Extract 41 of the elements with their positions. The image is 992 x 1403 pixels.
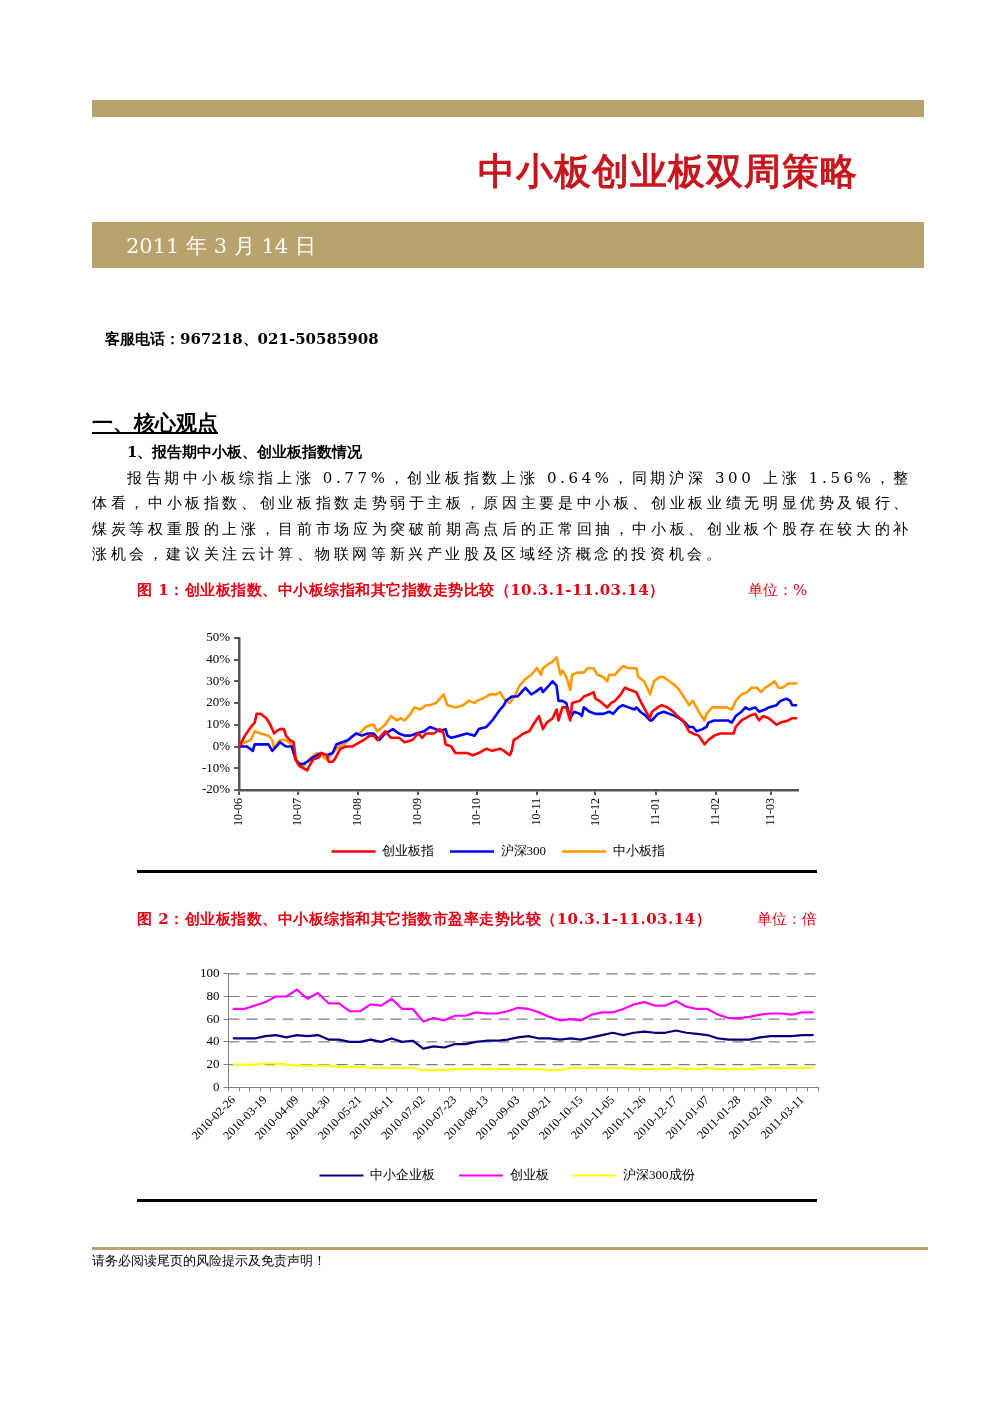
- legend-label: 创业板指: [382, 842, 434, 858]
- text: 客服电话：967218、021-50585908: [105, 330, 379, 349]
- x-tick-label: 10-12: [587, 798, 602, 826]
- y-tick-label: 60: [206, 1010, 220, 1026]
- y-tick-label: 80: [206, 987, 220, 1003]
- y-tick-label: 40%: [206, 650, 231, 666]
- x-tick-label: 10-11: [529, 798, 544, 826]
- x-tick-label: 11-01: [648, 798, 663, 826]
- x-tick-label: 10-08: [350, 798, 365, 826]
- text: 中小板创业板双周策略: [478, 148, 858, 195]
- text: 请务必阅读尾页的风险提示及免责声明！: [92, 1252, 326, 1270]
- chart-title: 图 1：创业板指数、中小板综指和其它指数走势比较（10.3.1-11.03.14）: [137, 581, 665, 600]
- x-tick-label: 10-06: [231, 798, 246, 826]
- legend-label: 沪深300成份: [623, 1166, 695, 1182]
- y-tick-label: 30%: [206, 672, 231, 688]
- y-tick-label: 20: [206, 1055, 220, 1071]
- legend-label: 中小企业板: [370, 1166, 435, 1182]
- x-tick-label: 10-09: [410, 798, 425, 826]
- y-tick-label: 40: [206, 1033, 220, 1049]
- text: 2011 年 3 月 14 日: [126, 233, 316, 260]
- chart-subtitle: 单位：%: [748, 581, 808, 600]
- y-tick-label: 50%: [206, 629, 231, 645]
- legend-label: 沪深300: [500, 842, 546, 858]
- x-tick-label: 10-10: [468, 798, 483, 826]
- y-tick-label: 100: [200, 965, 220, 981]
- y-tick-label: 10%: [206, 716, 231, 732]
- y-tick-label: -20%: [201, 781, 231, 797]
- text: 一、核心观点: [92, 409, 218, 437]
- x-tick-label: 11-03: [762, 798, 777, 826]
- chart-subtitle: 单位：倍: [757, 910, 817, 929]
- y-tick-label: 0: [213, 1078, 220, 1094]
- legend-label: 创业板: [509, 1166, 549, 1182]
- text: 1、报告期中小板、创业板指数情况: [127, 443, 363, 462]
- y-tick-label: 20%: [206, 694, 231, 710]
- y-tick-label: -10%: [201, 759, 231, 775]
- legend-label: 中小板指: [612, 842, 665, 858]
- x-tick-label: 11-02: [708, 798, 723, 826]
- y-tick-label: 0%: [212, 737, 231, 753]
- chart-title: 图 2：创业板指数、中小板综指和其它指数市盈率走势比较（10.3.1-11.03.14）: [137, 910, 712, 929]
- text: 报告期中小板综指上涨 0.77%，创业板指数上涨 0.64%，同期沪深 300 上涨 1.56%，整体看，中小板指数、创业板指数走势弱于主板，原因主要是中小板、创业板业绩无明显优势及银行、煤炭等权重股的上涨，目前市场应为突破前期高点后的正常回抽，中小板、创业板个股存在较大的补涨机会，建议关注云计算、物联网等新兴产业股及区域经济概念的投资机会。: [92, 468, 912, 565]
- x-tick-label: 10-07: [289, 798, 304, 826]
